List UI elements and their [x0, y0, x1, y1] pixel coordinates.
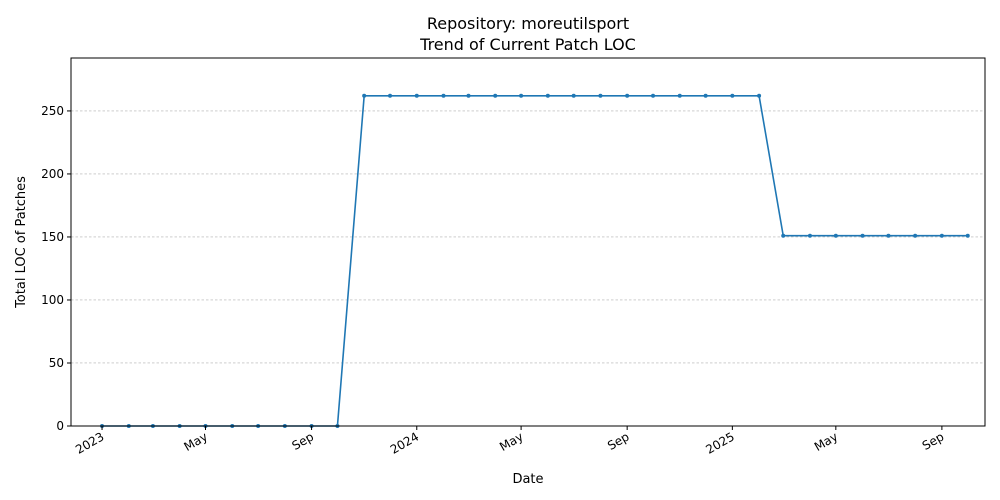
data-point	[466, 93, 471, 98]
plot-frame	[70, 57, 986, 427]
y-tick-label: 150	[41, 230, 64, 244]
y-tick-label: 200	[41, 167, 64, 181]
data-point	[833, 233, 838, 238]
y-tick-label: 0	[56, 419, 64, 433]
data-point	[886, 233, 891, 238]
y-tick-label: 100	[41, 293, 64, 307]
x-tick-label: Sep	[605, 429, 632, 452]
data-point	[493, 93, 498, 98]
x-tick-label: May	[497, 429, 525, 454]
chart-title: Repository: moreutilsport	[427, 14, 629, 33]
x-tick-label: 2024	[388, 429, 421, 456]
data-point	[388, 93, 393, 98]
data-point	[913, 233, 918, 238]
data-point	[441, 93, 446, 98]
data-point	[939, 233, 944, 238]
data-point	[965, 233, 970, 238]
x-axis-label: Date	[512, 472, 543, 487]
data-point	[703, 93, 708, 98]
data-point	[651, 93, 656, 98]
x-tick-label: Sep	[289, 429, 316, 452]
series-line	[102, 95, 968, 427]
data-point	[414, 93, 419, 98]
y-axis-label: Total LOC of Patches	[14, 176, 29, 309]
x-tick-label: 2023	[73, 429, 106, 456]
data-point	[625, 93, 630, 98]
x-tick-label: Sep	[920, 429, 947, 452]
data-point	[545, 93, 550, 98]
data-point	[781, 233, 786, 238]
data-point	[598, 93, 603, 98]
chart-subtitle: Trend of Current Patch LOC	[419, 35, 636, 54]
data-point	[807, 233, 812, 238]
x-tick-label: May	[182, 429, 210, 454]
data-point	[860, 233, 865, 238]
y-grid	[71, 110, 985, 364]
data-point	[571, 93, 576, 98]
data-point	[757, 93, 762, 98]
data-point	[519, 93, 524, 98]
y-tick-label: 250	[41, 104, 64, 118]
y-tick-label: 50	[49, 356, 64, 370]
data-point	[730, 93, 735, 98]
data-series	[100, 93, 970, 428]
x-tick-label: May	[812, 429, 840, 454]
data-point	[677, 93, 682, 98]
y-axis-ticks: 0 50 100 150 200 250	[41, 104, 71, 433]
data-point	[362, 93, 367, 98]
x-tick-label: 2025	[703, 429, 736, 456]
x-axis-ticks: 2023 May Sep 2024 May Sep 2025 May Sep	[73, 426, 946, 457]
